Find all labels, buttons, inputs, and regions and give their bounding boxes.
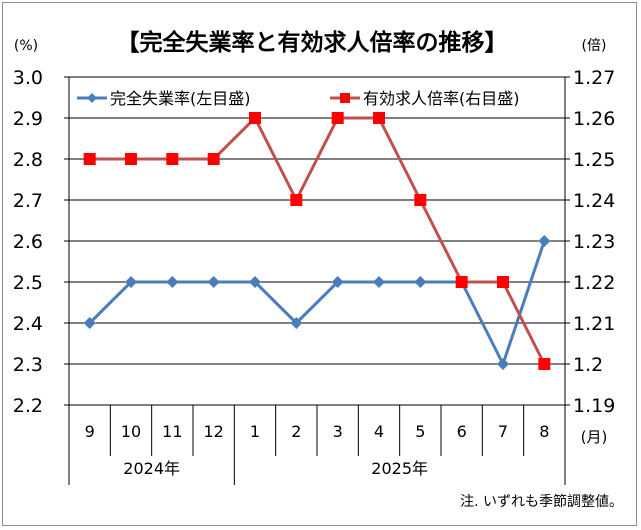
left-tick-label: 2.2 [13, 395, 43, 417]
left-axis-unit: (%) [14, 38, 38, 54]
month-label: 5 [415, 422, 425, 441]
unemployment-point [497, 358, 509, 370]
legend-marker [87, 93, 97, 103]
legend-marker [340, 93, 350, 103]
right-tick-label: 1.27 [573, 67, 615, 89]
series-line [88, 240, 546, 366]
right-tick-label: 1.25 [573, 149, 615, 171]
job-ratio-point [455, 276, 468, 288]
left-tick-label: 3.0 [13, 67, 43, 89]
unemployment-point [414, 276, 427, 288]
job-ratio-point [331, 112, 344, 124]
unemployment-point [331, 276, 344, 288]
unemployment-point [249, 276, 261, 288]
tick-labels: 2.2 2.3 2.4 2.5 2.6 2.7 2.8 2.9 3.0 1.19 1.2 1.21 1.… [13, 67, 616, 417]
month-label: 7 [498, 422, 508, 441]
unemployment-point [207, 276, 220, 288]
unemployment-point [166, 276, 179, 288]
series-layer [83, 112, 551, 370]
left-tick-label: 2.8 [13, 149, 43, 171]
job-ratio-point [166, 153, 179, 165]
month-label: 11 [162, 422, 182, 441]
unemployment-point [125, 276, 137, 288]
axes [64, 76, 570, 406]
chart-frame [2, 2, 637, 526]
month-label: 12 [203, 422, 223, 441]
month-label: 1 [250, 422, 260, 441]
right-axis-unit: (倍) [582, 38, 607, 54]
month-label: 8 [539, 422, 549, 441]
job-ratio-point [83, 153, 96, 165]
x-axis-unit: (月) [581, 428, 608, 446]
left-tick-label: 2.4 [13, 313, 43, 335]
legend-label: 完全失業率(左目盛) [110, 89, 251, 108]
right-tick-label: 1.21 [573, 313, 615, 335]
right-tick-label: 1.2 [573, 354, 603, 376]
left-tick-label: 2.5 [13, 272, 43, 294]
month-label: 10 [121, 422, 141, 441]
right-tick-label: 1.23 [573, 231, 615, 253]
left-tick-label: 2.9 [13, 108, 43, 130]
job-ratio-point [207, 153, 220, 165]
unemployment-point [290, 317, 303, 329]
year-label: 2024年 [123, 459, 180, 478]
chart-title: 【完全失業率と有効求人倍率の推移】 [117, 29, 508, 56]
unemployment-point [83, 317, 96, 329]
footnote: 注. いずれも季節調整値。 [460, 493, 623, 510]
month-label: 4 [374, 422, 384, 441]
series-line [89, 116, 546, 365]
month-label: 3 [333, 422, 343, 441]
right-tick-label: 1.26 [573, 108, 615, 130]
legend-label: 有効求人倍率(右目盛) [363, 89, 520, 108]
gridlines [69, 76, 565, 406]
left-tick-label: 2.7 [13, 190, 43, 212]
right-tick-label: 1.19 [573, 395, 615, 417]
right-tick-label: 1.24 [573, 190, 615, 212]
left-tick-label: 2.3 [13, 354, 43, 376]
month-label: 9 [85, 422, 95, 441]
month-label: 2 [291, 422, 301, 441]
month-label: 6 [457, 422, 467, 441]
legend: 完全失業率(左目盛) 有効求人倍率(右目盛) [77, 89, 520, 108]
unemployment-point [538, 235, 551, 247]
job-ratio-point [290, 194, 303, 206]
job-ratio-point [414, 194, 427, 206]
job-ratio-point [497, 276, 509, 288]
unemployment-point [373, 276, 385, 288]
job-ratio-point [125, 153, 137, 165]
job-ratio-point [249, 112, 261, 124]
year-label: 2025年 [371, 459, 428, 478]
left-tick-label: 2.6 [13, 231, 43, 253]
job-ratio-point [373, 112, 385, 124]
right-tick-label: 1.22 [573, 272, 615, 294]
job-ratio-point [538, 358, 551, 370]
